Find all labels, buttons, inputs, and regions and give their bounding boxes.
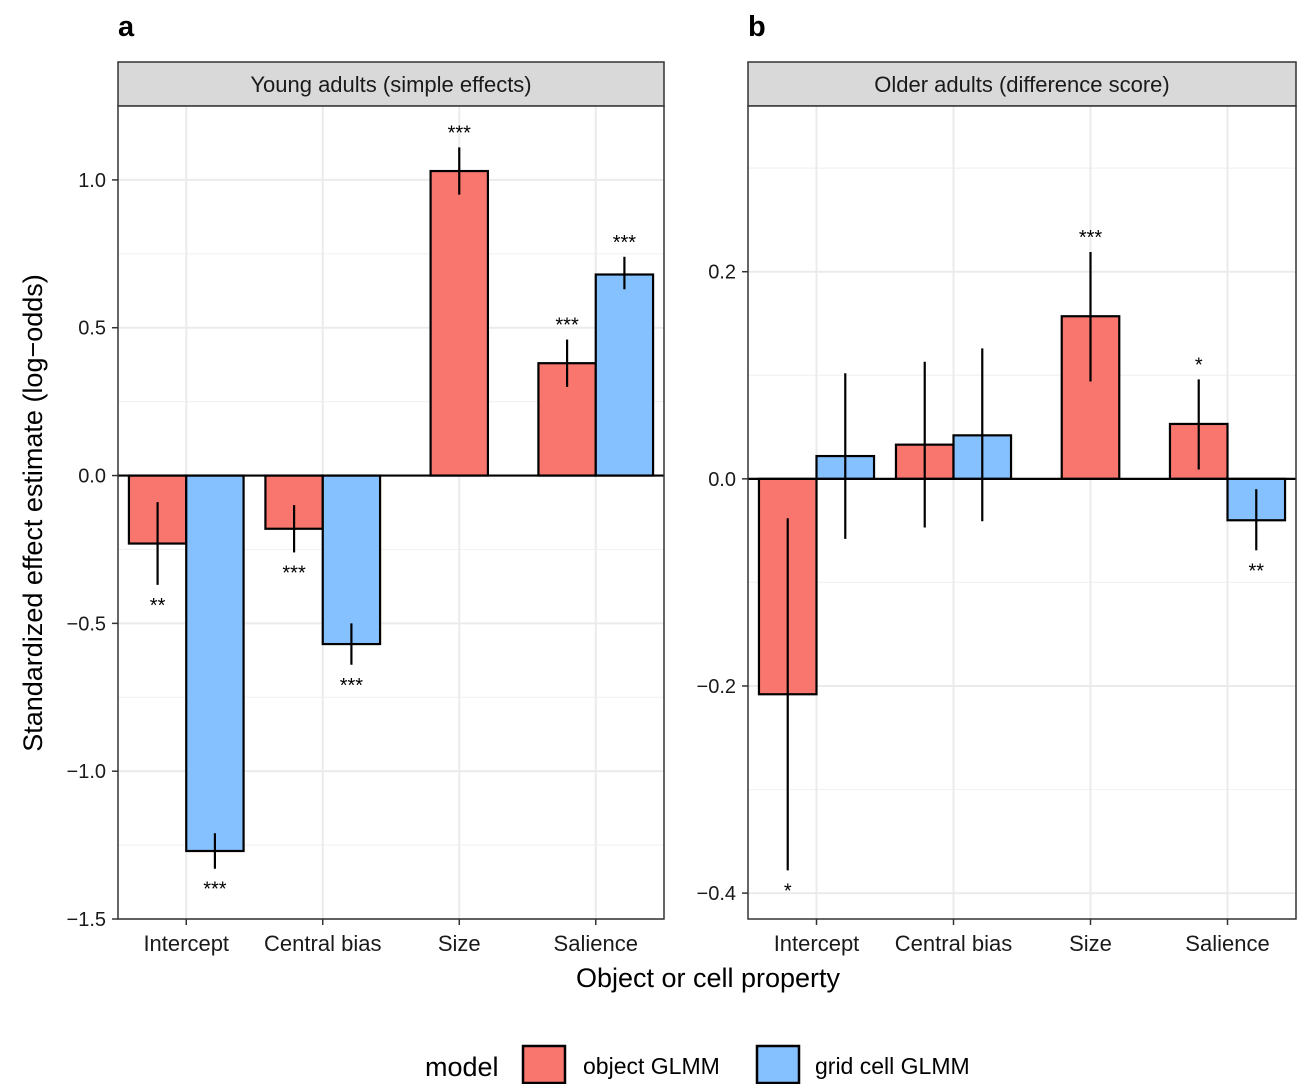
panel-tag: b <box>748 11 766 43</box>
y-tick-label: 0.0 <box>78 466 106 488</box>
x-tick-label-size: Size <box>438 931 481 956</box>
panel-border <box>117 105 665 920</box>
x-tick-label-size: Size <box>1069 931 1112 956</box>
legend-label-object-glmm: object GLMM <box>583 1053 720 1079</box>
significance-label: *** <box>613 232 637 254</box>
x-axis-label: Object or cell property <box>576 963 841 993</box>
y-axis-label: Standardized effect estimate (log−odds) <box>18 274 48 752</box>
x-tick-label-salience: Salience <box>1185 931 1269 956</box>
significance-label: *** <box>1079 227 1103 249</box>
panel-border <box>747 105 1297 920</box>
significance-label: ** <box>150 595 166 617</box>
significance-label: *** <box>448 122 472 144</box>
y-tick-label: −1.5 <box>67 909 106 931</box>
y-tick-label: −1.0 <box>67 761 106 783</box>
panel-title: Older adults (difference score) <box>874 72 1170 97</box>
x-tick-label-central-bias: Central bias <box>895 931 1012 956</box>
significance-label: *** <box>282 562 306 584</box>
bar-grid-cell-glmm-salience <box>594 273 655 477</box>
significance-label: *** <box>340 675 364 697</box>
significance-label: *** <box>555 315 579 337</box>
y-tick-label: −0.5 <box>67 613 106 635</box>
significance-label: * <box>1195 354 1203 376</box>
y-tick-label: 1.0 <box>78 170 106 192</box>
legend-title: model <box>425 1052 499 1082</box>
legend: model object GLMM grid cell GLMM <box>425 1044 970 1084</box>
panel-strip <box>117 61 665 107</box>
y-tick-label: 0.5 <box>78 318 106 340</box>
y-tick-label: −0.2 <box>697 676 736 698</box>
panel-strip <box>747 61 1297 107</box>
bar-grid-cell-glmm-central-bias <box>321 474 382 646</box>
plot-background <box>748 106 1296 919</box>
legend-label-grid-cell-glmm: grid cell GLMM <box>815 1053 970 1079</box>
significance-label: * <box>784 880 792 902</box>
x-tick-label-salience: Salience <box>554 931 638 956</box>
significance-label: *** <box>203 879 227 901</box>
y-tick-label: −0.4 <box>697 883 736 905</box>
significance-label: ** <box>1248 560 1264 582</box>
y-tick-label: 0.0 <box>708 469 736 491</box>
legend-swatch-grid-cell-glmm <box>755 1044 801 1084</box>
legend-swatch-object-glmm <box>521 1044 567 1084</box>
panel-tag: a <box>118 11 135 43</box>
y-tick-label: 0.2 <box>708 262 736 284</box>
bar-object-glmm-size <box>429 169 490 477</box>
bar-grid-cell-glmm-intercept <box>185 474 245 853</box>
panel-title: Young adults (simple effects) <box>250 72 531 97</box>
x-tick-label-central-bias: Central bias <box>264 931 381 956</box>
x-tick-label-intercept: Intercept <box>774 931 860 956</box>
x-tick-label-intercept: Intercept <box>143 931 229 956</box>
